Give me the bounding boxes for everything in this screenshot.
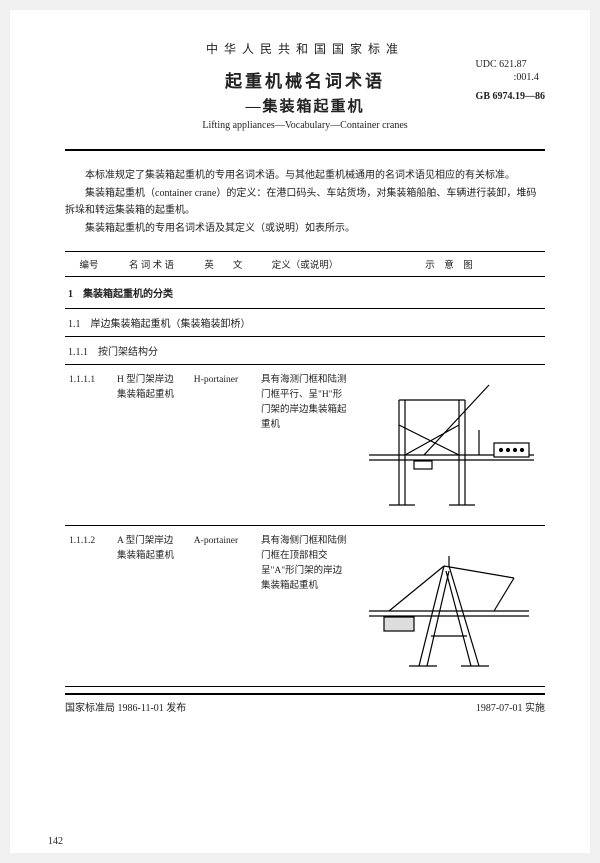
udc-code-2: :001.4 — [476, 71, 545, 84]
col-header-definition: 定义（或说明） — [257, 251, 353, 276]
title-chinese-2: —集装箱起重机 — [65, 95, 545, 116]
footer-issue-date: 国家标准局 1986-11-01 发布 — [65, 699, 186, 714]
col-header-number: 编号 — [65, 251, 113, 276]
document-page: 中华人民共和国国家标准 UDC 621.87 :001.4 GB 6974.19… — [10, 10, 590, 853]
header-divider — [65, 149, 545, 151]
row-number: 1.1.1.1 — [65, 364, 113, 525]
section-1-row: 1 集装箱起重机的分类 — [65, 276, 545, 308]
table-header-row: 编号 名 词 术 语 英 文 定义（或说明） 示 意 图 — [65, 251, 545, 276]
intro-p1: 本标准规定了集装箱起重机的专用名词术语。与其他起重机械通用的名词术语见相应的有关… — [65, 167, 545, 184]
footer-effective-date: 1987-07-01 实施 — [476, 699, 545, 714]
h-portainer-diagram-icon — [359, 375, 539, 515]
udc-code-1: UDC 621.87 — [476, 58, 545, 71]
page-number: 142 — [48, 836, 63, 847]
subsection-11-row: 1.1 岸边集装箱起重机（集装箱装卸桥） — [65, 308, 545, 336]
table-row: 1.1.1.2 A 型门架岸边 集装箱起重机 A-portainer 具有海侧门… — [65, 525, 545, 686]
row-english: A-portainer — [190, 525, 257, 686]
row-number: 1.1.1.2 — [65, 525, 113, 686]
section-1-title: 1 集装箱起重机的分类 — [65, 276, 545, 308]
subsection-11-title: 1.1 岸边集装箱起重机（集装箱装卸桥） — [65, 308, 545, 336]
row-term: A 型门架岸边 集装箱起重机 — [113, 525, 190, 686]
row-diagram — [353, 364, 545, 525]
col-header-diagram: 示 意 图 — [353, 251, 545, 276]
row-definition: 具有海测门框和陆测门框平行、呈"H"形门架的岸边集装箱起重机 — [257, 364, 353, 525]
col-header-english: 英 文 — [190, 251, 257, 276]
country-standard-label: 中华人民共和国国家标准 — [65, 40, 545, 57]
title-english: Lifting appliances—Vocabulary—Container … — [65, 120, 545, 131]
gb-code: GB 6974.19—86 — [476, 90, 545, 103]
row-term: H 型门架岸边 集装箱起重机 — [113, 364, 190, 525]
title-chinese-1: 起重机械名词术语 — [65, 69, 545, 95]
udc-code-block: UDC 621.87 :001.4 GB 6974.19—86 — [476, 58, 545, 103]
terminology-table: 编号 名 词 术 语 英 文 定义（或说明） 示 意 图 1 集装箱起重机的分类… — [65, 251, 545, 687]
document-header: 中华人民共和国国家标准 UDC 621.87 :001.4 GB 6974.19… — [65, 40, 545, 131]
table-row: 1.1.1.1 H 型门架岸边 集装箱起重机 H-portainer 具有海测门… — [65, 364, 545, 525]
row-definition: 具有海侧门框和陆侧门框在顶部相交呈"A"形门架的岸边集装箱起重机 — [257, 525, 353, 686]
intro-p3: 集装箱起重机的专用名词术语及其定义（或说明）如表所示。 — [65, 220, 545, 237]
intro-p2: 集装箱起重机（container crane）的定义：在港口码头、车站货场，对集… — [65, 185, 545, 219]
intro-text: 本标准规定了集装箱起重机的专用名词术语。与其他起重机械通用的名词术语见相应的有关… — [65, 167, 545, 237]
a-portainer-diagram-icon — [359, 536, 539, 676]
subsection-111-row: 1.1.1 按门架结构分 — [65, 336, 545, 364]
col-header-term: 名 词 术 语 — [113, 251, 190, 276]
row-diagram — [353, 525, 545, 686]
row-english: H-portainer — [190, 364, 257, 525]
document-footer: 国家标准局 1986-11-01 发布 1987-07-01 实施 — [65, 693, 545, 714]
subsection-111-title: 1.1.1 按门架结构分 — [65, 336, 545, 364]
